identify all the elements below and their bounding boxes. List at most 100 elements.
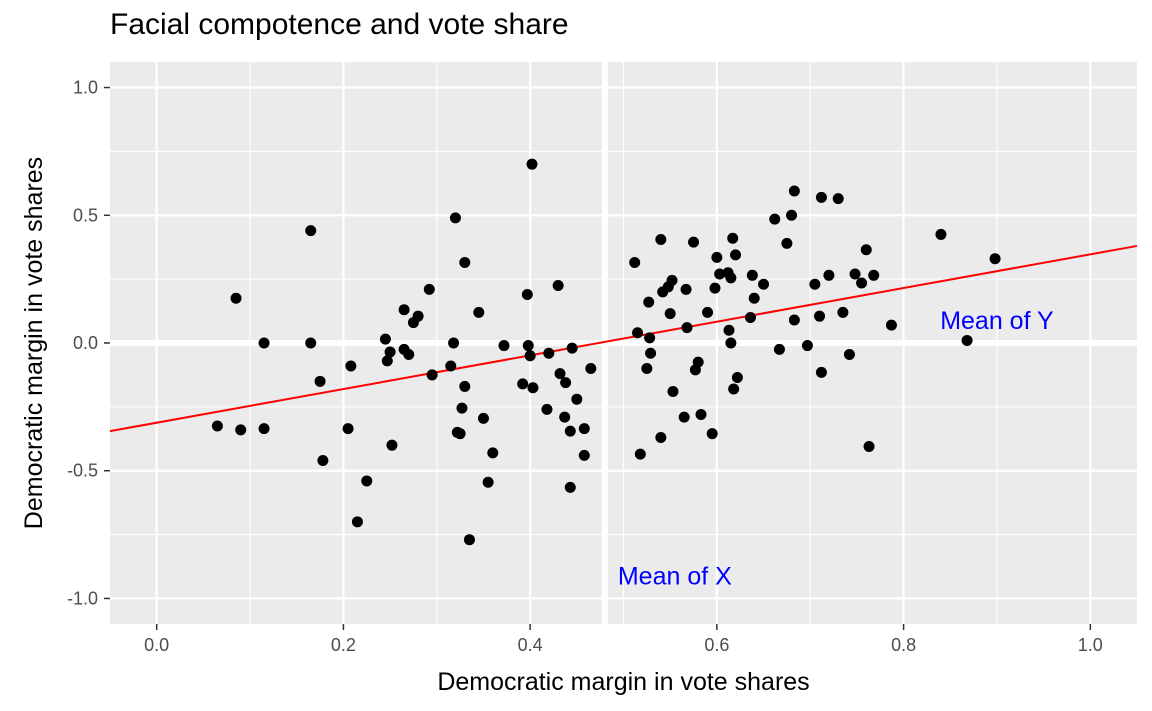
data-point: [814, 310, 826, 322]
data-point: [345, 360, 357, 372]
data-point: [634, 448, 646, 460]
x-tick-label: 0.6: [704, 635, 729, 655]
data-point: [714, 268, 726, 280]
data-point: [585, 363, 597, 375]
data-point: [688, 236, 700, 248]
data-point: [386, 439, 398, 451]
regression-line-path: [109, 244, 1138, 433]
data-point: [680, 283, 692, 295]
x-axis: 0.0 0.2 0.4 0.6 0.8 1.0: [144, 624, 1103, 655]
data-point: [725, 272, 737, 284]
data-point: [961, 334, 973, 346]
data-point: [728, 383, 740, 395]
data-point: [384, 346, 396, 358]
data-point: [730, 249, 742, 261]
data-point: [709, 282, 721, 294]
data-point: [632, 327, 644, 339]
data-point: [644, 332, 656, 344]
data-point: [935, 228, 947, 240]
data-point: [487, 447, 499, 459]
data-point: [314, 375, 326, 387]
x-tick-label: 0.8: [891, 635, 916, 655]
data-point: [456, 402, 468, 414]
chart-title: Facial compotence and vote share: [110, 8, 569, 41]
data-point: [643, 296, 655, 308]
data-point: [517, 378, 529, 390]
data-point: [788, 314, 800, 326]
data-point: [482, 476, 494, 488]
data-point: [317, 455, 329, 467]
y-tick-label: -0.5: [67, 461, 98, 481]
data-point: [781, 237, 793, 249]
data-point: [815, 191, 827, 203]
data-point: [564, 481, 576, 493]
data-point: [843, 348, 855, 360]
data-point: [706, 428, 718, 440]
data-point: [692, 356, 704, 368]
data-point: [379, 333, 391, 345]
data-point: [477, 412, 489, 424]
data-point: [837, 306, 849, 318]
x-tick-label: 1.0: [1078, 635, 1103, 655]
annotations: Mean of X Mean of Y: [618, 307, 1054, 590]
data-point: [681, 322, 693, 334]
data-point: [498, 340, 510, 352]
data-point: [541, 403, 553, 415]
data-point: [655, 432, 667, 444]
data-point: [727, 232, 739, 244]
data-point: [448, 337, 460, 349]
data-point: [815, 366, 827, 378]
data-point: [521, 288, 533, 300]
data-point: [989, 253, 1001, 265]
annotation-label: Mean of X: [618, 562, 732, 590]
data-point: [211, 420, 223, 432]
data-point: [863, 440, 875, 452]
data-point: [885, 319, 897, 331]
data-point: [543, 347, 555, 359]
data-point: [258, 337, 270, 349]
data-point: [578, 449, 590, 461]
data-point: [351, 516, 363, 528]
data-point: [554, 368, 566, 380]
data-point: [695, 409, 707, 421]
data-point: [449, 212, 461, 224]
data-point: [666, 274, 678, 286]
data-point: [769, 213, 781, 225]
regression-line: [109, 244, 1138, 433]
data-point: [788, 185, 800, 197]
x-tick-label: 0.0: [144, 635, 169, 655]
data-point: [832, 193, 844, 205]
data-point: [571, 393, 583, 405]
x-tick-label: 0.4: [518, 635, 543, 655]
data-point: [645, 347, 657, 359]
data-point: [723, 324, 735, 336]
data-point: [463, 534, 475, 546]
data-point: [522, 340, 534, 352]
y-axis-title: Democratic margin in vote shares: [20, 157, 48, 529]
data-point: [526, 158, 538, 170]
data-point: [564, 425, 576, 437]
data-point: [552, 280, 564, 292]
data-points: [211, 158, 1001, 546]
data-point: [230, 292, 242, 304]
data-point: [527, 382, 539, 394]
data-point: [473, 306, 485, 318]
data-point: [860, 244, 872, 256]
minor-gridlines: [110, 62, 1137, 624]
data-point: [559, 411, 571, 423]
data-point: [731, 371, 743, 383]
data-point: [403, 348, 415, 360]
data-point: [678, 411, 690, 423]
data-point: [711, 251, 723, 263]
y-tick-label: 0.5: [73, 205, 98, 225]
data-point: [744, 311, 756, 323]
data-point: [342, 423, 354, 435]
data-point: [664, 308, 676, 320]
data-point: [361, 475, 373, 487]
data-point: [560, 377, 572, 389]
data-point: [641, 363, 653, 375]
data-point: [305, 225, 317, 237]
data-point: [566, 342, 578, 354]
data-point: [459, 380, 471, 392]
